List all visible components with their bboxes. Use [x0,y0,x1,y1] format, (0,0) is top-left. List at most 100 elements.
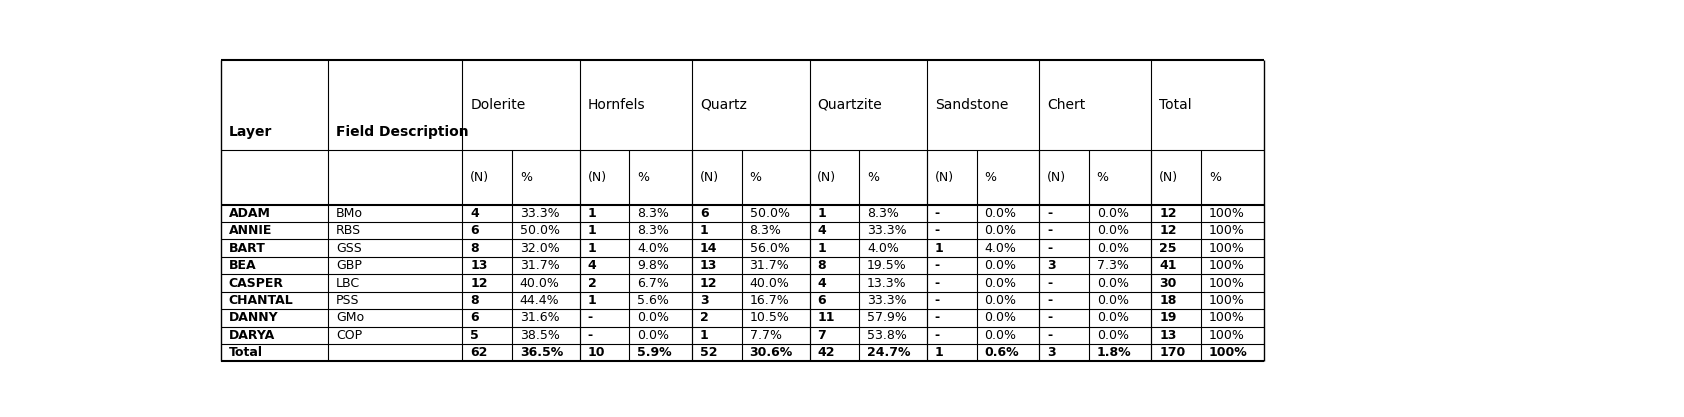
Text: 0.0%: 0.0% [1096,294,1128,307]
Text: Quartz: Quartz [701,98,746,112]
Text: 0.0%: 0.0% [1096,276,1128,289]
Text: 56.0%: 56.0% [749,241,790,255]
Text: BEA: BEA [229,259,256,272]
Text: 8.3%: 8.3% [637,207,669,220]
Text: -: - [1047,224,1052,237]
Text: 0.0%: 0.0% [637,311,669,324]
Text: (N): (N) [701,171,719,184]
Text: 42: 42 [817,346,835,359]
Text: 31.6%: 31.6% [520,311,559,324]
Text: 8: 8 [470,241,478,255]
Text: 6: 6 [701,207,709,220]
Text: (N): (N) [1047,171,1066,184]
Text: 2: 2 [588,276,596,289]
Text: -: - [935,294,940,307]
Text: 5.6%: 5.6% [637,294,669,307]
Text: (N): (N) [935,171,953,184]
Text: ADAM: ADAM [229,207,271,220]
Text: 6: 6 [470,224,478,237]
Text: 1: 1 [588,294,596,307]
Text: 24.7%: 24.7% [867,346,911,359]
Text: %: % [749,171,761,184]
Text: 33.3%: 33.3% [867,294,906,307]
Text: 100%: 100% [1209,346,1248,359]
Text: %: % [985,171,997,184]
Text: -: - [935,276,940,289]
Text: 3: 3 [701,294,709,307]
Text: 0.0%: 0.0% [985,224,1017,237]
Text: 13.3%: 13.3% [867,276,906,289]
Text: 4.0%: 4.0% [985,241,1017,255]
Text: 0.0%: 0.0% [985,276,1017,289]
Text: Field Description: Field Description [335,125,468,139]
Text: 1: 1 [588,224,596,237]
Text: Total: Total [1159,98,1192,112]
Text: 11: 11 [817,311,835,324]
Text: 1: 1 [817,241,827,255]
Text: PSS: PSS [335,294,359,307]
Text: 0.0%: 0.0% [985,259,1017,272]
Text: 100%: 100% [1209,224,1244,237]
Text: 5: 5 [470,329,478,342]
Text: 7: 7 [817,329,827,342]
Text: 4: 4 [588,259,596,272]
Text: Layer: Layer [229,125,273,139]
Text: 13: 13 [1159,329,1177,342]
Text: 4: 4 [817,276,827,289]
Text: 14: 14 [701,241,717,255]
Text: 100%: 100% [1209,207,1244,220]
Text: 1: 1 [588,207,596,220]
Text: 8.3%: 8.3% [637,224,669,237]
Text: -: - [935,259,940,272]
Text: 16.7%: 16.7% [749,294,790,307]
Text: 10: 10 [588,346,605,359]
Text: 0.0%: 0.0% [637,329,669,342]
Text: 0.0%: 0.0% [1096,311,1128,324]
Text: %: % [867,171,879,184]
Text: 1: 1 [701,224,709,237]
Text: 30.6%: 30.6% [749,346,793,359]
Text: 57.9%: 57.9% [867,311,908,324]
Text: 1: 1 [588,241,596,255]
Text: 0.0%: 0.0% [1096,224,1128,237]
Text: 0.6%: 0.6% [985,346,1019,359]
Text: 170: 170 [1159,346,1186,359]
Text: 62: 62 [470,346,488,359]
Text: LBC: LBC [335,276,360,289]
Text: 30: 30 [1159,276,1177,289]
Text: -: - [1047,276,1052,289]
Text: -: - [1047,207,1052,220]
Text: 100%: 100% [1209,241,1244,255]
Text: BART: BART [229,241,266,255]
Text: 100%: 100% [1209,329,1244,342]
Text: -: - [1047,241,1052,255]
Text: 0.0%: 0.0% [985,329,1017,342]
Text: -: - [1047,311,1052,324]
Text: 50.0%: 50.0% [520,224,559,237]
Text: -: - [935,329,940,342]
Text: DANNY: DANNY [229,311,278,324]
Text: 1.8%: 1.8% [1096,346,1132,359]
Text: (N): (N) [470,171,490,184]
Text: 6: 6 [470,311,478,324]
Text: Hornfels: Hornfels [588,98,645,112]
Text: 4.0%: 4.0% [867,241,899,255]
Text: 100%: 100% [1209,294,1244,307]
Text: %: % [637,171,650,184]
Text: COP: COP [335,329,362,342]
Text: %: % [520,171,532,184]
Text: -: - [588,329,593,342]
Text: (N): (N) [817,171,837,184]
Text: ANNIE: ANNIE [229,224,273,237]
Text: GBP: GBP [335,259,362,272]
Text: -: - [1047,329,1052,342]
Text: -: - [1047,294,1052,307]
Text: 0.0%: 0.0% [1096,207,1128,220]
Text: 12: 12 [701,276,717,289]
Text: 12: 12 [1159,224,1177,237]
Text: 1: 1 [935,241,943,255]
Text: 1: 1 [701,329,709,342]
Text: %: % [1209,171,1221,184]
Text: 9.8%: 9.8% [637,259,669,272]
Text: GSS: GSS [335,241,362,255]
